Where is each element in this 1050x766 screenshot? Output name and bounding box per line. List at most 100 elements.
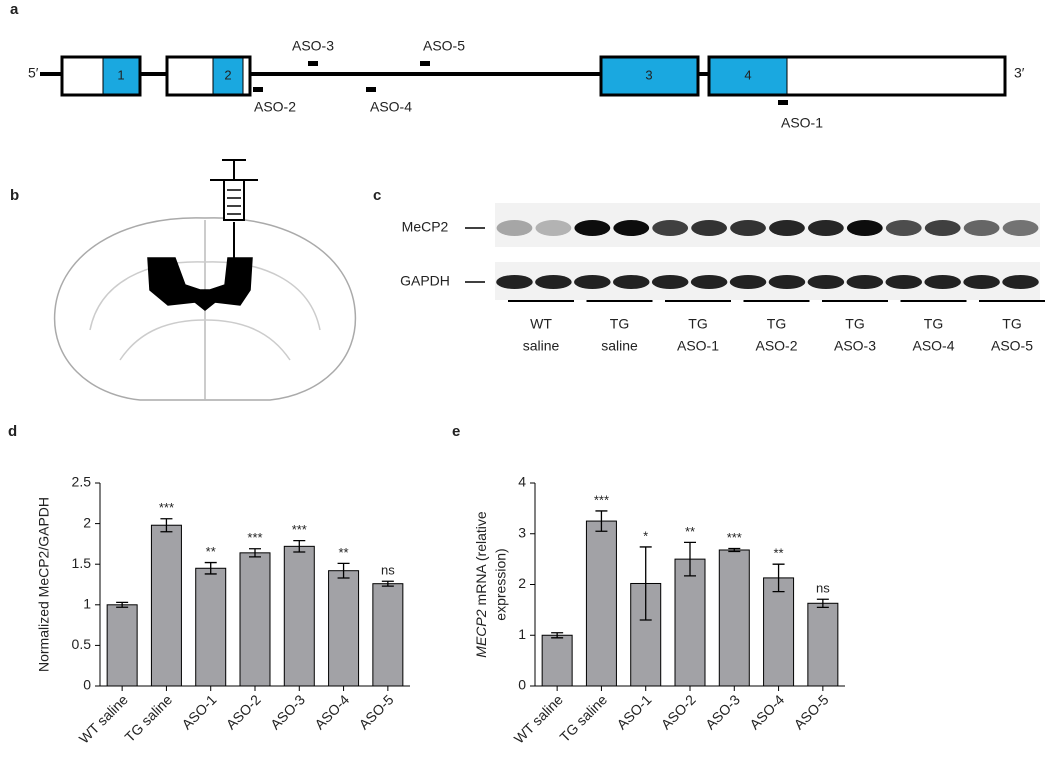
bar (585, 520, 617, 687)
x-tick-label: ASO-3 (267, 691, 308, 732)
band (730, 220, 766, 236)
exon-label: 1 (117, 67, 124, 82)
band (1002, 220, 1039, 236)
group-label: TG (1002, 316, 1021, 332)
significance: ** (339, 545, 349, 560)
x-tick-label: ASO-2 (658, 691, 699, 732)
y-axis-label: expression) (493, 548, 509, 620)
aso-label: ASO-1 (781, 115, 823, 131)
band (807, 220, 844, 236)
aso-label: ASO-4 (370, 99, 412, 115)
exon-label: 4 (744, 67, 751, 82)
x-tick-label: TG saline (556, 691, 610, 745)
group-label: saline (523, 338, 560, 354)
significance: *** (292, 522, 307, 537)
group-label: TG (767, 316, 786, 332)
significance: ns (381, 563, 395, 578)
bar (674, 558, 706, 687)
band (807, 275, 845, 289)
bar (328, 570, 360, 687)
bar (541, 634, 573, 687)
x-tick-label: ASO-1 (613, 691, 654, 732)
x-tick-label: WT saline (511, 691, 566, 746)
protein-label: MeCP2 (402, 219, 449, 235)
error-bar (293, 540, 306, 553)
x-tick-label: ASO-1 (178, 691, 219, 732)
group-label: WT (530, 316, 552, 332)
y-axis-label: mRNA (relative (473, 511, 489, 605)
band (613, 220, 650, 236)
y-tick-label: 0.5 (72, 636, 92, 652)
group-label: TG (610, 316, 629, 332)
error-bar (684, 541, 696, 577)
y-tick-label: 0 (83, 677, 91, 693)
group-label: ASO-3 (834, 338, 876, 354)
group-label: saline (601, 338, 638, 354)
x-tick-label: ASO-3 (702, 691, 743, 732)
three-prime: 3′ (1014, 65, 1025, 81)
band (924, 220, 961, 236)
group-label: ASO-4 (912, 338, 954, 354)
aso-label: ASO-3 (292, 38, 334, 54)
x-tick-label: TG saline (121, 691, 175, 745)
group-label: TG (845, 316, 864, 332)
exon-label: 2 (224, 67, 231, 82)
y-tick-label: 3 (518, 524, 526, 540)
y-tick-label: 1.5 (72, 555, 92, 571)
significance: ** (685, 524, 695, 539)
panel-label: b (10, 187, 19, 204)
band (652, 220, 689, 236)
error-bar (816, 598, 829, 608)
band (846, 275, 884, 289)
significance: ** (774, 546, 784, 561)
band (768, 275, 806, 289)
x-tick-label: ASO-2 (223, 691, 264, 732)
band (885, 275, 923, 289)
x-tick-label: ASO-5 (791, 691, 832, 732)
band (496, 275, 533, 289)
group-label: ASO-2 (755, 338, 797, 354)
brain-schematic (53, 159, 357, 401)
error-bar (639, 546, 652, 621)
y-tick-label: 2.5 (72, 474, 92, 490)
band (690, 275, 728, 289)
significance: ns (816, 581, 830, 596)
panel-label: c (373, 187, 381, 204)
bar (763, 577, 795, 687)
y-axis-label: Normalized MeCP2/GAPDH (36, 497, 52, 672)
bar (718, 549, 750, 687)
y-tick-label: 2 (518, 575, 526, 591)
protein-label: GAPDH (400, 273, 450, 289)
band (729, 275, 767, 289)
group-label: ASO-1 (677, 338, 719, 354)
x-tick-label: ASO-4 (311, 691, 352, 732)
band (691, 220, 728, 236)
error-bar (160, 518, 173, 533)
significance: *** (247, 530, 262, 545)
band (1002, 275, 1039, 289)
x-tick-label: ASO-4 (746, 691, 787, 732)
y-tick-label: 1 (518, 626, 526, 642)
y-axis-label-gene: MECP2 (473, 609, 489, 657)
band (924, 275, 961, 289)
error-bar (772, 563, 785, 593)
bar (150, 524, 182, 687)
error-bar (728, 547, 741, 553)
aso-label: ASO-2 (254, 99, 296, 115)
y-tick-label: 4 (518, 474, 526, 490)
panel-label: d (8, 423, 17, 440)
gene-diagram: 5′ 3′ 1 2 3 4 ASO-3 ASO-5 ASO-2 ASO-4 AS… (28, 38, 1025, 131)
significance: ** (206, 544, 216, 559)
significance: *** (594, 492, 609, 507)
error-bar (249, 548, 261, 558)
band (651, 275, 689, 289)
y-axis-label: MECP2 mRNA (relative (473, 511, 489, 658)
error-bar (551, 632, 564, 639)
bar (283, 545, 315, 687)
y-tick-label: 1 (83, 596, 91, 612)
band (846, 220, 883, 236)
error-bar (337, 562, 350, 579)
band (574, 220, 611, 236)
significance: *** (727, 530, 742, 545)
